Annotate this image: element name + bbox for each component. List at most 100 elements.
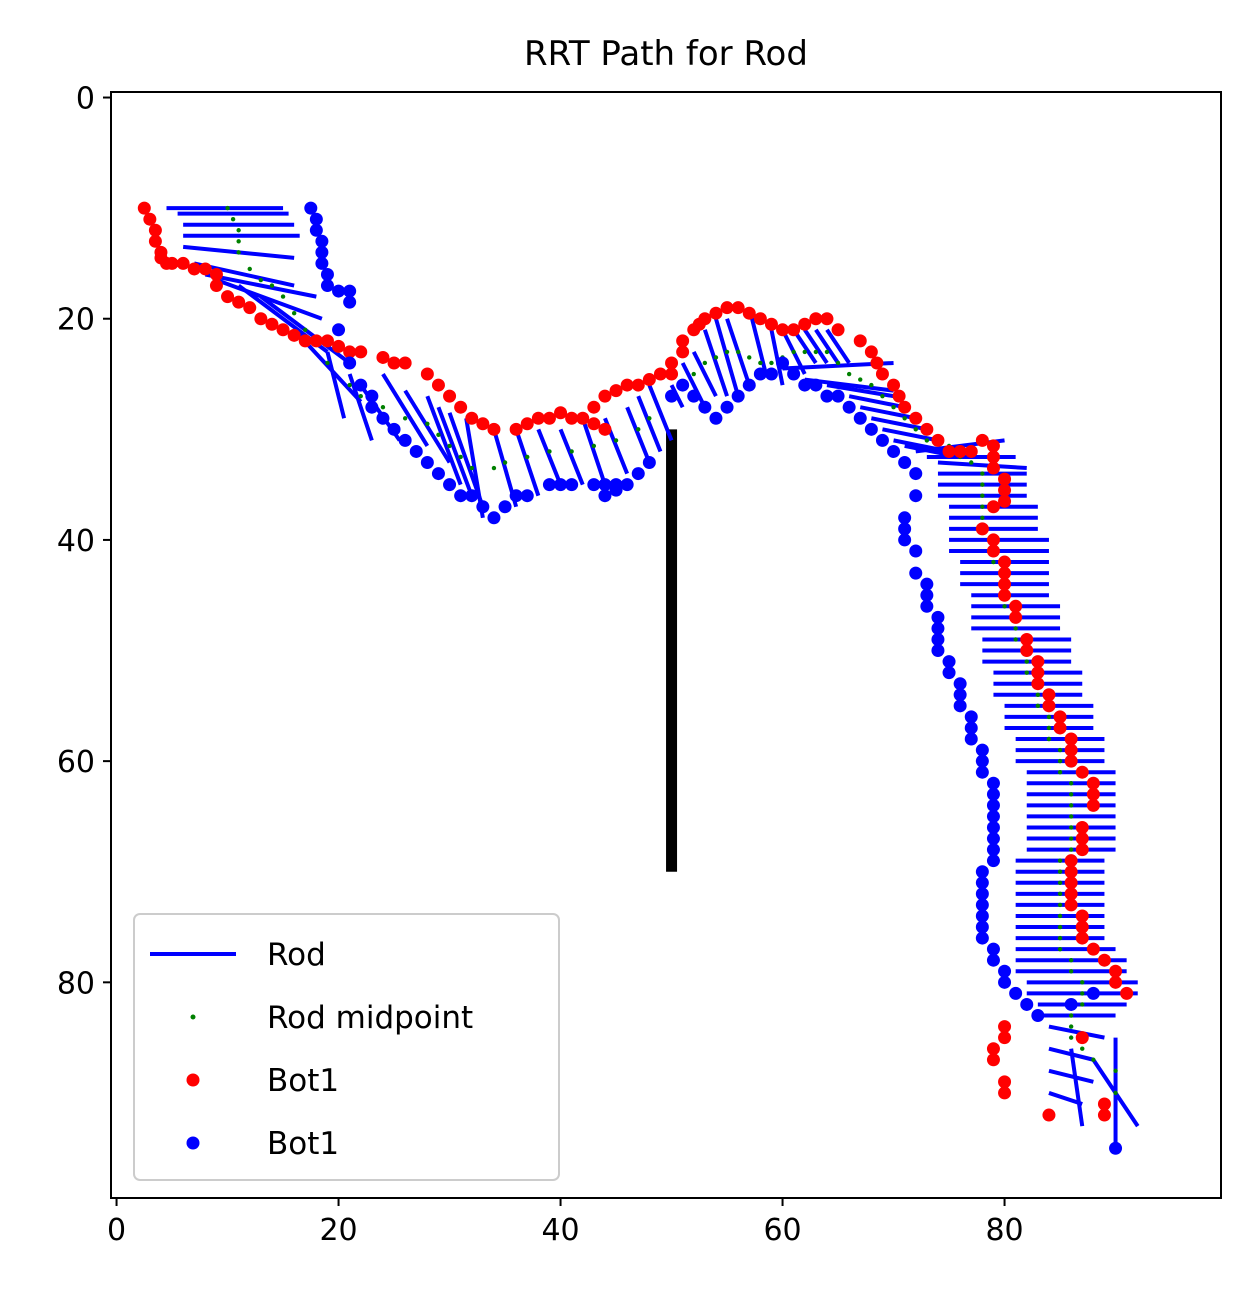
midpoint-marker <box>1113 1068 1118 1074</box>
bot-marker <box>1075 843 1089 857</box>
bot-marker <box>365 400 379 414</box>
midpoint-marker <box>980 515 985 521</box>
rod-segment <box>625 406 652 464</box>
midpoint-marker <box>358 393 363 399</box>
bot-marker <box>1053 721 1067 735</box>
midpoint-marker <box>913 427 918 432</box>
bot-marker <box>1109 964 1123 978</box>
bot-marker <box>931 610 945 624</box>
rod-segment <box>215 278 323 321</box>
rod-segment <box>436 406 474 497</box>
bot-marker <box>465 489 479 503</box>
legend-label: Rod midpoint <box>267 1000 473 1036</box>
rod-segment <box>870 416 928 432</box>
legend-label: Bot1 <box>267 1126 339 1162</box>
y-tick-label: 20 <box>57 303 95 338</box>
bot-marker <box>1064 854 1078 868</box>
bot-marker <box>964 710 978 724</box>
midpoint-marker <box>1013 626 1018 631</box>
rod-segment <box>937 460 1027 471</box>
midpoint-marker <box>1080 1046 1085 1051</box>
bot-marker <box>986 820 1000 834</box>
midpoint-marker <box>1068 1013 1074 1018</box>
midpoint-marker <box>1057 769 1063 775</box>
rod-segment <box>204 272 317 299</box>
midpoint-marker <box>303 327 308 332</box>
bot-marker <box>975 754 989 768</box>
bot-marker <box>975 743 989 757</box>
midpoint-marker <box>824 349 830 355</box>
axes-layer: 0 20 40 60 80 0 20 40 60 80 <box>57 82 1222 1248</box>
bot-marker <box>309 212 323 226</box>
midpoint-marker <box>1057 758 1063 764</box>
bot-marker <box>1031 666 1045 680</box>
bot-marker <box>909 411 923 425</box>
bot-marker <box>642 456 656 470</box>
bot-marker <box>509 422 523 436</box>
bot-marker <box>176 256 190 270</box>
bot-marker <box>986 854 1000 868</box>
bot-marker <box>620 378 634 392</box>
bot-marker <box>343 284 357 298</box>
bot-marker <box>964 444 978 458</box>
midpoint-marker <box>269 283 275 288</box>
bot-marker <box>753 367 767 381</box>
legend-item: Rod <box>150 937 326 973</box>
bot-marker <box>487 422 501 436</box>
rod-segment <box>1069 1048 1085 1127</box>
bot-marker <box>298 334 312 348</box>
bot-marker <box>1086 776 1100 790</box>
midpoint-marker <box>802 349 807 355</box>
bot-marker <box>343 345 357 359</box>
midpoint-marker <box>225 205 230 211</box>
midpoint-marker <box>325 360 330 366</box>
midpoint-marker <box>1002 604 1007 609</box>
series-layer <box>137 201 1140 1155</box>
bot-marker <box>931 433 945 447</box>
bot-marker <box>609 384 623 398</box>
bot-marker <box>148 234 162 248</box>
bot-marker <box>609 483 623 497</box>
bot-marker <box>920 599 934 613</box>
legend-label: Rod <box>267 937 326 973</box>
bot-marker <box>986 533 1000 547</box>
bot-marker <box>764 317 778 331</box>
midpoint-marker <box>1068 958 1074 963</box>
bot-marker <box>1075 1031 1089 1045</box>
midpoint-marker <box>702 360 708 366</box>
rod-segment <box>702 329 729 397</box>
bot-marker <box>975 887 989 901</box>
bot-marker <box>831 323 845 337</box>
midpoint-marker <box>1068 825 1074 830</box>
midpoint-marker <box>1057 880 1063 885</box>
midpoint-marker <box>436 432 441 438</box>
legend-box <box>133 913 560 1181</box>
bot-marker <box>898 522 912 536</box>
bot-marker <box>1086 942 1100 956</box>
x-tick-label: 80 <box>985 1213 1023 1248</box>
legend-swatch <box>190 1014 196 1020</box>
bot-marker <box>476 500 490 514</box>
midpoint-marker <box>713 355 719 360</box>
bot-marker <box>909 467 923 481</box>
bot-marker <box>304 201 318 215</box>
rod-segment <box>325 351 347 419</box>
bot-marker <box>1042 1108 1056 1122</box>
legend-label: Bot1 <box>267 1063 339 1099</box>
bot-marker <box>698 400 712 414</box>
bot-marker <box>698 312 712 326</box>
bot-marker <box>975 876 989 890</box>
bot-marker <box>343 356 357 370</box>
rod-segment <box>680 362 707 409</box>
midpoint-marker <box>1080 1002 1085 1007</box>
rod-segment <box>514 428 541 497</box>
bot-marker <box>653 367 667 381</box>
bot-marker <box>198 262 212 276</box>
bot-marker <box>986 1053 1000 1067</box>
midpoint-marker <box>980 482 985 487</box>
rod-segment <box>636 395 663 453</box>
rod-segment <box>1048 1024 1105 1040</box>
midpoint-marker <box>547 449 552 454</box>
bot-marker <box>898 400 912 414</box>
bot-marker <box>975 522 989 536</box>
